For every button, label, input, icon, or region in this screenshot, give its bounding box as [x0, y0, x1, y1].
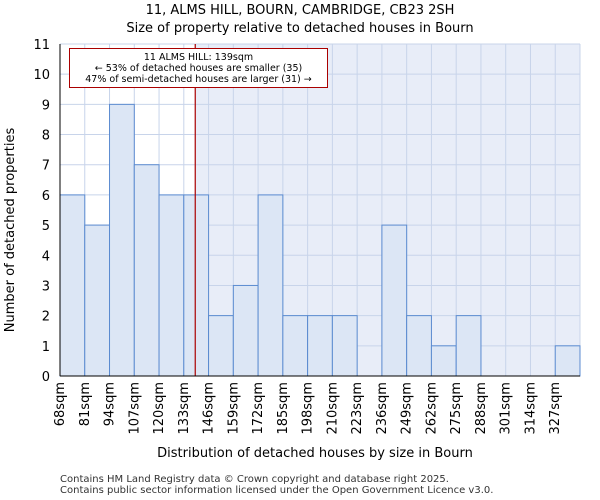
- footer-licence: Contains public sector information licen…: [60, 485, 494, 496]
- annotation-line-3: 47% of semi-detached houses are larger (…: [85, 74, 312, 85]
- x-tick-label: 314sqm: [523, 382, 538, 435]
- y-tick-label: 1: [42, 340, 50, 355]
- annotation-line-1: 11 ALMS HILL: 139sqm: [143, 52, 254, 63]
- histogram-bar: [232, 284, 259, 377]
- histogram-bar: [158, 194, 185, 377]
- histogram-bar: [381, 224, 408, 377]
- x-tick-label: 159sqm: [226, 382, 241, 435]
- histogram-bar: [208, 315, 234, 377]
- y-tick-label: 9: [42, 98, 50, 113]
- y-tick-label: 10: [33, 68, 50, 83]
- histogram-bar: [455, 315, 482, 377]
- y-tick-label: 2: [42, 310, 50, 325]
- x-tick-label: 249sqm: [400, 382, 415, 435]
- x-tick-label: 327sqm: [548, 382, 563, 435]
- x-tick-label: 185sqm: [276, 382, 291, 435]
- chart-title: 11, ALMS HILL, BOURN, CAMBRIDGE, CB23 2S…: [145, 3, 455, 18]
- x-tick-label: 172sqm: [251, 382, 266, 435]
- histogram-bar: [430, 345, 457, 377]
- y-tick-label: 8: [42, 129, 50, 144]
- y-tick-label: 5: [42, 219, 50, 234]
- chart-subtitle: Size of property relative to detached ho…: [126, 21, 474, 36]
- histogram-bar: [59, 194, 86, 377]
- y-tick-label: 3: [42, 279, 50, 294]
- x-tick-label: 81sqm: [78, 382, 93, 426]
- y-tick-label: 7: [42, 159, 50, 174]
- footer-copyright: Contains HM Land Registry data © Crown c…: [60, 474, 449, 485]
- y-tick-label: 4: [42, 249, 50, 264]
- y-tick-label: 11: [33, 38, 50, 53]
- histogram-bar: [282, 315, 309, 377]
- x-tick-label: 146sqm: [202, 382, 217, 435]
- annotation-line-2: ← 53% of detached houses are smaller (35…: [94, 63, 303, 74]
- histogram-bar: [406, 315, 432, 377]
- x-tick-label: 94sqm: [103, 382, 118, 426]
- x-tick-label: 198sqm: [301, 382, 316, 435]
- histogram-bar: [554, 345, 581, 377]
- x-tick-label: 275sqm: [449, 382, 464, 435]
- x-tick-label: 68sqm: [53, 382, 68, 426]
- histogram-bar: [257, 194, 284, 377]
- x-tick-label: 236sqm: [375, 382, 390, 435]
- x-tick-label: 133sqm: [177, 382, 192, 435]
- y-tick-label: 6: [42, 189, 50, 204]
- x-tick-label: 210sqm: [325, 382, 340, 435]
- x-tick-label: 223sqm: [350, 382, 365, 435]
- x-tick-label: 107sqm: [127, 382, 142, 435]
- y-axis-title: Number of detached properties: [3, 128, 18, 333]
- histogram-bar: [183, 194, 210, 377]
- histogram-bar: [133, 164, 160, 377]
- y-tick-label: 0: [42, 370, 50, 385]
- histogram-bar: [331, 315, 358, 377]
- histogram-bar: [84, 224, 111, 377]
- histogram-bar: [109, 103, 135, 377]
- x-axis-title: Distribution of detached houses by size …: [157, 446, 473, 461]
- x-tick-label: 262sqm: [424, 382, 439, 435]
- x-tick-label: 120sqm: [152, 382, 167, 435]
- x-tick-label: 288sqm: [474, 382, 489, 435]
- x-tick-label: 301sqm: [499, 382, 514, 435]
- histogram-bar: [307, 315, 333, 377]
- property-annotation-box: 11 ALMS HILL: 139sqm ← 53% of detached h…: [69, 48, 328, 88]
